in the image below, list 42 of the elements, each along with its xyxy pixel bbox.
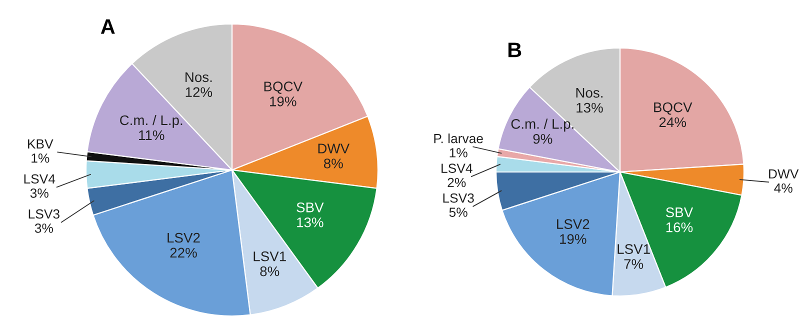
- data-label: 11%: [139, 130, 164, 140]
- chart-title: B: [508, 42, 522, 58]
- slice-label: C.m. / L.p.: [511, 118, 574, 132]
- data-label: 16%: [666, 222, 693, 232]
- data-label: 19%: [560, 234, 586, 244]
- slice-label: LSV1: [254, 251, 286, 262]
- slice-label: BQCV: [654, 102, 692, 115]
- data-label: 13%: [576, 102, 603, 113]
- slice-label: KBV: [28, 139, 54, 148]
- data-label: 7%: [624, 259, 644, 269]
- data-label: 3%: [30, 188, 48, 198]
- slice-label: SBV: [666, 207, 694, 218]
- slice-label: LSV4: [24, 174, 56, 184]
- slice-label: LSV4: [442, 164, 472, 173]
- slice-label: Nos.: [186, 72, 212, 82]
- slice-label: BQCV: [264, 82, 302, 94]
- data-label: 24%: [659, 117, 686, 128]
- data-label: 13%: [297, 217, 324, 228]
- chart-title: A: [100, 19, 115, 34]
- slice-label: DWV: [769, 169, 799, 178]
- data-label: 1%: [32, 154, 50, 163]
- slice-label: P. larvae: [434, 134, 483, 144]
- slice-label: LSV3: [28, 209, 60, 219]
- data-label: 1%: [450, 148, 468, 158]
- slice-label: DWV: [318, 144, 350, 154]
- slice-label: Nos.: [576, 88, 602, 98]
- data-label: 5%: [449, 208, 468, 217]
- data-label: 9%: [533, 134, 552, 144]
- data-label: 2%: [448, 178, 466, 188]
- data-label: 3%: [34, 224, 53, 233]
- slice-label: LSV1: [618, 244, 650, 254]
- slice-label: LSV3: [443, 193, 474, 203]
- data-label: 4%: [774, 183, 792, 193]
- data-label: 8%: [260, 266, 280, 276]
- slice-label: C.m. / L.p.: [120, 114, 182, 128]
- slice-label: LSV2: [168, 232, 200, 243]
- data-label: 12%: [186, 87, 212, 97]
- data-label: 8%: [324, 158, 343, 168]
- slice-label: LSV2: [557, 219, 590, 229]
- data-label: 22%: [170, 248, 197, 258]
- slice-label: SBV: [296, 202, 324, 212]
- data-label: 19%: [270, 96, 296, 106]
